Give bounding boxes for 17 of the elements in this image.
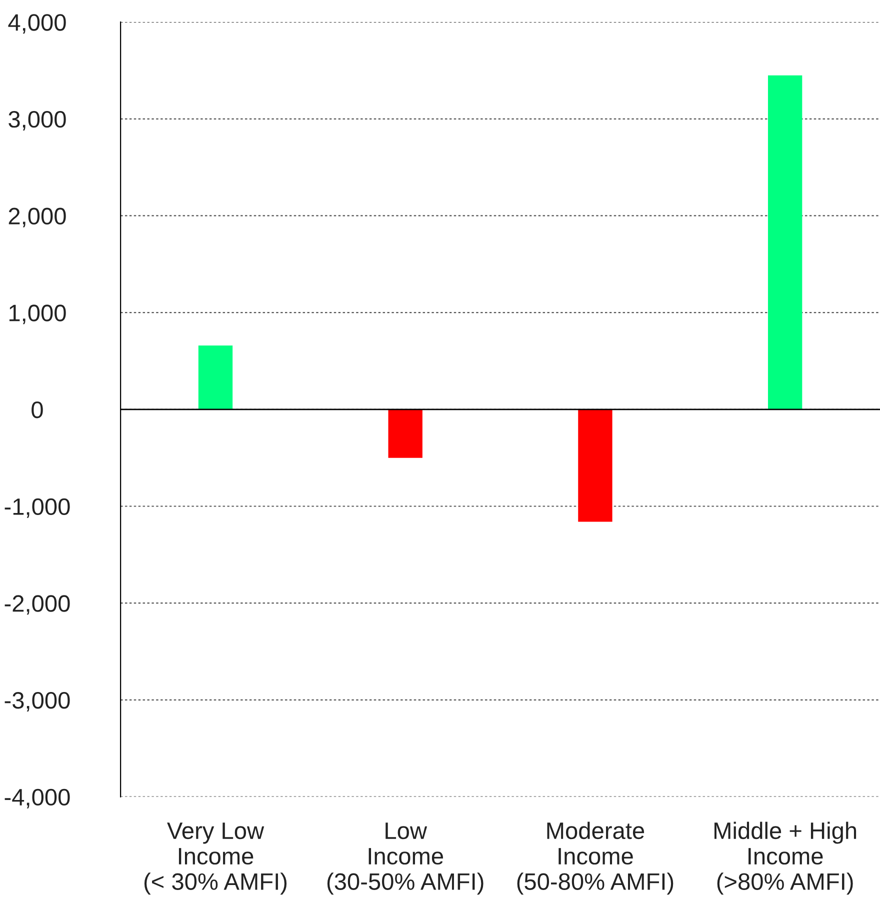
x-tick-label: Low Income (30-50% AMFI) (327, 822, 484, 895)
x-tick-label: Middle + High Income (>80% AMFI) (714, 822, 856, 895)
y-tick-label: -2,000 (4, 595, 70, 615)
bar (578, 409, 612, 522)
y-tick-label: 0 (32, 401, 43, 418)
y-tick-label: 3,000 (8, 110, 66, 130)
x-tick-label: Moderate Income (50-80% AMFI) (517, 822, 674, 895)
bar (198, 346, 233, 410)
y-tick-label: -3,000 (4, 692, 70, 712)
x-tick-label: Very Low Income (< 30% AMFI) (144, 822, 287, 895)
bar (768, 75, 802, 410)
y-tick-label: 1,000 (9, 304, 66, 324)
y-tick-label: -1,000 (4, 498, 70, 518)
y-tick-label: 2,000 (8, 208, 66, 228)
y-tick-label: -4,000 (4, 788, 70, 808)
bar (388, 409, 422, 458)
y-tick-label: 4,000 (8, 14, 66, 34)
